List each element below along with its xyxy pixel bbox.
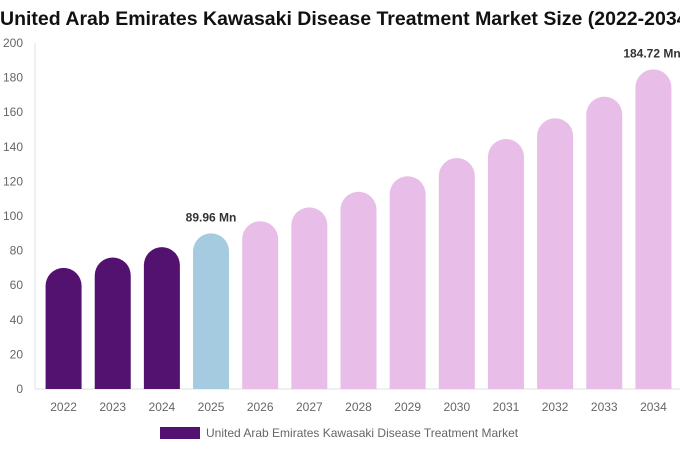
legend: United Arab Emirates Kawasaki Disease Tr… (160, 426, 518, 440)
y-tick-label: 140 (3, 140, 23, 154)
x-tick-label: 2032 (542, 400, 569, 414)
y-tick-label: 180 (3, 71, 23, 85)
x-tick-label: 2030 (443, 400, 470, 414)
x-tick-label: 2026 (247, 400, 274, 414)
x-tick-label: 2027 (296, 400, 323, 414)
bar-2032 (537, 118, 574, 389)
y-tick-label: 160 (3, 105, 23, 119)
x-tick-label: 2025 (198, 400, 225, 414)
bar-2033 (586, 96, 623, 389)
bar-2027 (291, 207, 328, 389)
x-tick-label: 2033 (591, 400, 618, 414)
y-tick-label: 40 (10, 313, 24, 327)
data-label: 184.72 Mn (623, 46, 680, 60)
x-tick-label: 2034 (640, 400, 667, 414)
bar-2026 (242, 221, 279, 389)
bar-2022 (45, 267, 82, 389)
bar-2028 (340, 191, 377, 389)
x-tick-label: 2022 (50, 400, 77, 414)
x-tick-label: 2031 (493, 400, 520, 414)
x-tick-label: 2024 (149, 400, 176, 414)
bar-2030 (438, 158, 475, 389)
bar-2024 (143, 247, 180, 389)
y-tick-label: 80 (10, 244, 24, 258)
y-tick-label: 20 (10, 347, 24, 361)
y-tick-label: 0 (16, 382, 23, 396)
y-tick-label: 120 (3, 174, 23, 188)
data-label: 89.96 Mn (186, 210, 237, 224)
legend-label: United Arab Emirates Kawasaki Disease Tr… (206, 426, 519, 440)
x-tick-label: 2029 (394, 400, 421, 414)
y-tick-label: 100 (3, 209, 23, 223)
y-tick-label: 60 (10, 278, 24, 292)
bar-2031 (487, 139, 524, 389)
y-tick-label: 200 (3, 36, 23, 50)
x-tick-label: 2028 (345, 400, 372, 414)
bar-2025 (193, 233, 230, 389)
bar-2023 (94, 257, 131, 389)
bar-2029 (389, 176, 426, 389)
chart-title: United Arab Emirates Kawasaki Disease Tr… (0, 8, 680, 30)
legend-swatch (160, 427, 200, 439)
bar-2034 (635, 69, 672, 390)
x-tick-label: 2023 (99, 400, 126, 414)
